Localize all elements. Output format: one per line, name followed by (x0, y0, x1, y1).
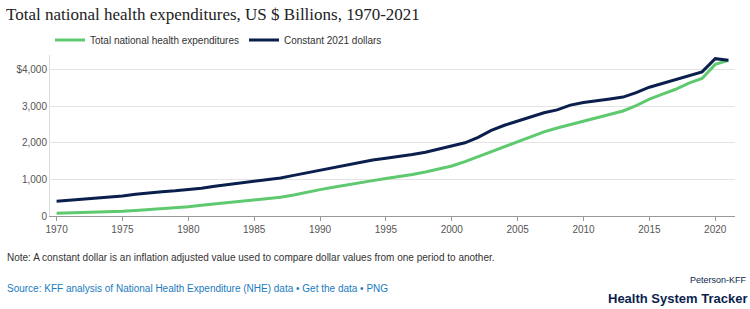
svg-text:Peterson-KFF: Peterson-KFF (690, 275, 747, 285)
svg-text:Total national health expendit: Total national health expenditures (90, 35, 239, 46)
svg-text:2000: 2000 (441, 224, 464, 235)
svg-text:1990: 1990 (309, 224, 332, 235)
svg-text:1970: 1970 (45, 224, 68, 235)
svg-text:1,000: 1,000 (22, 174, 47, 185)
svg-text:0: 0 (41, 211, 47, 222)
svg-text:2015: 2015 (638, 224, 661, 235)
svg-text:$4,000: $4,000 (16, 64, 47, 75)
svg-text:2020: 2020 (704, 224, 727, 235)
svg-text:Total national health expendit: Total national health expenditures, US $… (6, 5, 420, 24)
svg-text:Constant 2021 dollars: Constant 2021 dollars (284, 35, 381, 46)
svg-text:Note: A constant dollar is an: Note: A constant dollar is an inflation … (7, 252, 495, 263)
svg-text:2005: 2005 (507, 224, 530, 235)
svg-text:2,000: 2,000 (22, 137, 47, 148)
svg-text:1995: 1995 (375, 224, 398, 235)
svg-text:Health System Tracker: Health System Tracker (608, 291, 747, 306)
svg-text:1980: 1980 (177, 224, 200, 235)
svg-text:2010: 2010 (572, 224, 595, 235)
svg-text:1985: 1985 (243, 224, 266, 235)
svg-text:3,000: 3,000 (22, 101, 47, 112)
svg-text:Source: KFF analysis of Nation: Source: KFF analysis of National Health … (7, 283, 388, 294)
svg-text:1975: 1975 (111, 224, 134, 235)
